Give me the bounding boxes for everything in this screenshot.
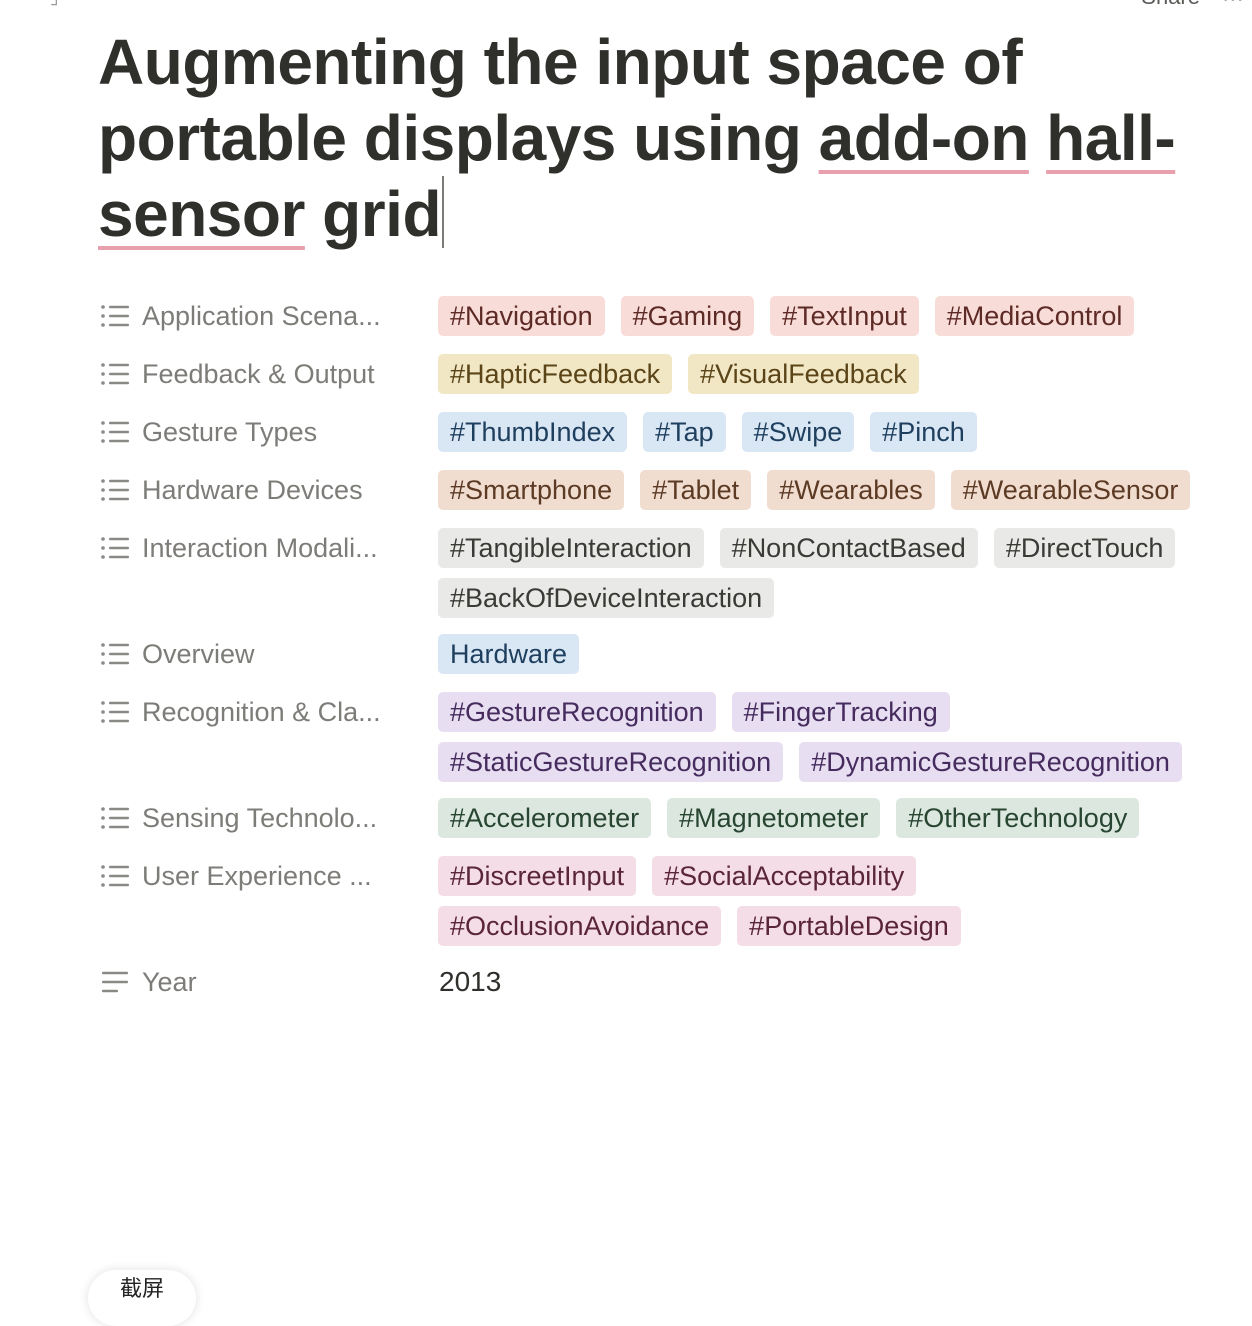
tag-chip[interactable]: #ThumbIndex <box>438 412 628 452</box>
property-label-text: Application Scena... <box>142 300 381 331</box>
property-values[interactable]: #HapticFeedback #VisualFeedback <box>438 352 1210 394</box>
property-values[interactable]: #Navigation #Gaming #TextInput #MediaContro… <box>438 294 1210 336</box>
list-icon <box>100 477 132 503</box>
property-label[interactable]: Hardware Devices <box>100 468 438 512</box>
title-text <box>1029 102 1046 174</box>
tag-chip[interactable]: #GestureRecognition <box>438 692 716 732</box>
property-label-text: Interaction Modali... <box>142 532 378 563</box>
title-text-misspelled: sensor <box>98 178 305 250</box>
property-values[interactable]: #Accelerometer #Magnetometer #OtherTechnol… <box>438 796 1210 838</box>
tag-chip[interactable]: #Tablet <box>640 470 752 510</box>
property-values[interactable]: #DiscreetInput #SocialAcceptability #Occlu… <box>438 854 1210 946</box>
tag-chip[interactable]: #DiscreetInput <box>438 856 637 896</box>
list-icon <box>100 303 132 329</box>
text-lines-icon <box>100 969 132 995</box>
tag-chip[interactable]: #Magnetometer <box>667 798 881 838</box>
property-row: Recognition & Cla... #GestureRecognition #… <box>100 690 1210 782</box>
topbar-left-glyph: ⌟ <box>50 0 58 9</box>
tag-chip[interactable]: #MediaControl <box>934 296 1135 336</box>
tag-chip[interactable]: #Wearables <box>767 470 935 510</box>
tag-chip[interactable]: #HapticFeedback <box>438 354 673 394</box>
tag-chip[interactable]: #DynamicGestureRecognition <box>799 742 1182 782</box>
list-icon <box>100 805 132 831</box>
tag-chip[interactable]: #DirectTouch <box>993 528 1176 568</box>
list-icon <box>100 419 132 445</box>
tag-chip[interactable]: #TangibleInteraction <box>438 528 704 568</box>
tag-chip[interactable]: #WearableSensor <box>950 470 1191 510</box>
title-text: grid <box>304 178 442 250</box>
tag-chip[interactable]: #Gaming <box>620 296 755 336</box>
property-label-text: Gesture Types <box>142 416 318 447</box>
tag-chip[interactable]: #Tap <box>643 412 726 452</box>
list-icon <box>100 535 132 561</box>
property-row: User Experience ... #DiscreetInput #Social… <box>100 854 1210 946</box>
property-row: Application Scena... #Navigation #Gaming #T… <box>100 294 1210 338</box>
property-label-text: Feedback & Output <box>142 358 375 389</box>
property-label[interactable]: Application Scena... <box>100 294 438 338</box>
tag-chip[interactable]: #PortableDesign <box>737 906 961 946</box>
property-row: Overview Hardware <box>100 632 1210 676</box>
list-icon <box>100 863 132 889</box>
property-values[interactable]: Hardware <box>438 632 1210 674</box>
property-label[interactable]: Sensing Technolo... <box>100 796 438 840</box>
property-label-text: Hardware Devices <box>142 474 363 505</box>
property-label[interactable]: Year <box>100 960 438 1004</box>
list-icon <box>100 361 132 387</box>
title-text-misspelled: add-on <box>818 102 1030 174</box>
property-row: Interaction Modali... #TangibleInteractio… <box>100 526 1210 618</box>
tag-chip[interactable]: #Pinch <box>870 412 977 452</box>
property-values[interactable]: #TangibleInteraction #NonContactBased #Dir… <box>438 526 1210 618</box>
list-icon <box>100 641 132 667</box>
text-caret <box>442 176 445 248</box>
property-label[interactable]: Feedback & Output <box>100 352 438 396</box>
title-text-misspelled: hall- <box>1046 102 1176 174</box>
tag-chip[interactable]: #Navigation <box>438 296 605 336</box>
property-values[interactable]: #GestureRecognition #FingerTracking #Stati… <box>438 690 1210 782</box>
property-list: Application Scena... #Navigation #Gaming #T… <box>100 294 1210 1018</box>
property-row: Gesture Types #ThumbIndex #Tap #Swipe #Pinch <box>100 410 1210 454</box>
tag-chip[interactable]: #OcclusionAvoidance <box>438 906 722 946</box>
property-label-text: Sensing Technolo... <box>142 802 378 833</box>
property-row: Year 2013 <box>100 960 1210 1004</box>
page-title[interactable]: Augmenting the input space of portable d… <box>98 24 1198 252</box>
more-options-icon[interactable]: ⋯ <box>1222 0 1244 12</box>
tag-chip[interactable]: Hardware <box>438 634 580 674</box>
property-values[interactable]: #ThumbIndex #Tap #Swipe #Pinch <box>438 410 1210 452</box>
property-label[interactable]: User Experience ... <box>100 854 438 898</box>
list-icon <box>100 699 132 725</box>
property-label-text: Recognition & Cla... <box>142 696 381 727</box>
tag-chip[interactable]: #StaticGestureRecognition <box>438 742 784 782</box>
property-label-text: User Experience ... <box>142 860 372 891</box>
property-label[interactable]: Gesture Types <box>100 410 438 454</box>
property-row: Sensing Technolo... #Accelerometer #Magnet… <box>100 796 1210 840</box>
tag-chip[interactable]: #VisualFeedback <box>688 354 919 394</box>
title-text: Augmenting the input space of portable d… <box>98 26 1023 174</box>
tag-chip[interactable]: #Smartphone <box>438 470 625 510</box>
property-label[interactable]: Overview <box>100 632 438 676</box>
tag-chip[interactable]: #TextInput <box>770 296 919 336</box>
property-row: Hardware Devices #Smartphone #Tablet #Weara… <box>100 468 1210 512</box>
screenshot-button[interactable]: 截屏 <box>88 1270 196 1326</box>
tag-chip[interactable]: #OtherTechnology <box>896 798 1140 838</box>
tag-chip[interactable]: #Swipe <box>741 412 855 452</box>
property-value-text[interactable]: 2013 <box>439 966 502 997</box>
property-label-text: Year <box>142 966 197 997</box>
property-values[interactable]: 2013 <box>438 960 1210 1004</box>
property-row: Feedback & Output #HapticFeedback #VisualF… <box>100 352 1210 396</box>
property-label-text: Overview <box>142 638 255 669</box>
tag-chip[interactable]: #SocialAcceptability <box>652 856 917 896</box>
share-button[interactable]: Share <box>1141 0 1200 10</box>
property-values[interactable]: #Smartphone #Tablet #Wearables #WearableSen… <box>438 468 1210 510</box>
tag-chip[interactable]: #Accelerometer <box>438 798 652 838</box>
tag-chip[interactable]: #FingerTracking <box>731 692 950 732</box>
property-label[interactable]: Interaction Modali... <box>100 526 438 570</box>
tag-chip[interactable]: #NonContactBased <box>719 528 978 568</box>
property-label[interactable]: Recognition & Cla... <box>100 690 438 734</box>
tag-chip[interactable]: #BackOfDeviceInteraction <box>438 578 775 618</box>
